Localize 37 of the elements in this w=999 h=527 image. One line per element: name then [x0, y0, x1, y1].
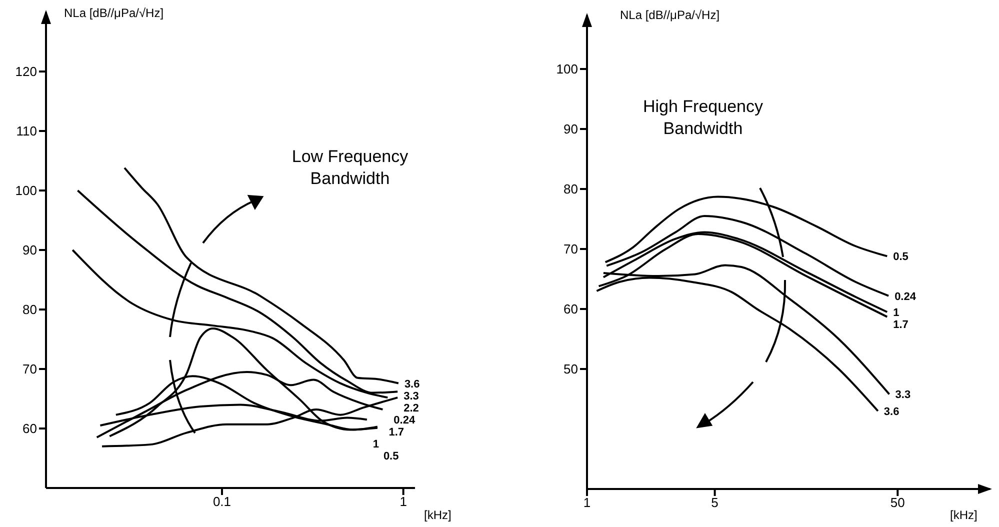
series-label: 0.24 [894, 290, 917, 303]
y-axis-title: NLa [dB//μPa/√Hz] [64, 6, 164, 20]
y-tick-label: 80 [564, 182, 578, 197]
series-label: 0.5 [893, 251, 908, 264]
x-tick-label: 50 [890, 495, 905, 510]
y-tick-label: 90 [564, 122, 578, 137]
series-label: 1 [893, 307, 900, 319]
series-label: 1.7 [388, 426, 404, 438]
x-axis-title: [kHz] [424, 508, 452, 522]
x-tick-label: 5 [711, 495, 718, 510]
y-tick-label: 60 [22, 421, 37, 436]
series-label: 0.24 [394, 414, 416, 426]
series-label: 3.6 [884, 406, 900, 418]
y-tick-label: 70 [564, 242, 578, 257]
annotation: High Frequency Bandwidth [642, 96, 764, 140]
y-tick-label: 70 [22, 362, 37, 377]
x-tick-label: 1 [400, 494, 407, 510]
text: 0.5 [383, 450, 399, 462]
series-label: 3.6 [404, 378, 420, 390]
y-tick-label: 60 [564, 302, 578, 317]
y-tick-label: 50 [564, 362, 578, 377]
y-tick-label: 110 [16, 124, 37, 139]
y-tick-label: 100 [15, 183, 37, 198]
y-tick-label: 120 [15, 64, 37, 80]
series-label: 2.2 [404, 402, 419, 414]
x-axis-title: [kHz] [950, 508, 978, 522]
series-label: 1.7 [893, 319, 908, 331]
x-tick-label: 1 [583, 495, 591, 510]
x-tick-label: 0.1 [212, 494, 232, 510]
y-tick-label: 90 [22, 242, 37, 258]
y-axis-title: NLa [dB//μPa/√Hz] [620, 8, 720, 22]
annotation: Low Frequency Bandwidth [290, 146, 410, 190]
series-label: 3.3 [404, 390, 419, 402]
series-label: 3.3 [895, 389, 911, 402]
y-tick-label: 80 [22, 302, 37, 318]
series-label: 1 [372, 438, 380, 450]
y-tick-label: 100 [556, 62, 578, 77]
